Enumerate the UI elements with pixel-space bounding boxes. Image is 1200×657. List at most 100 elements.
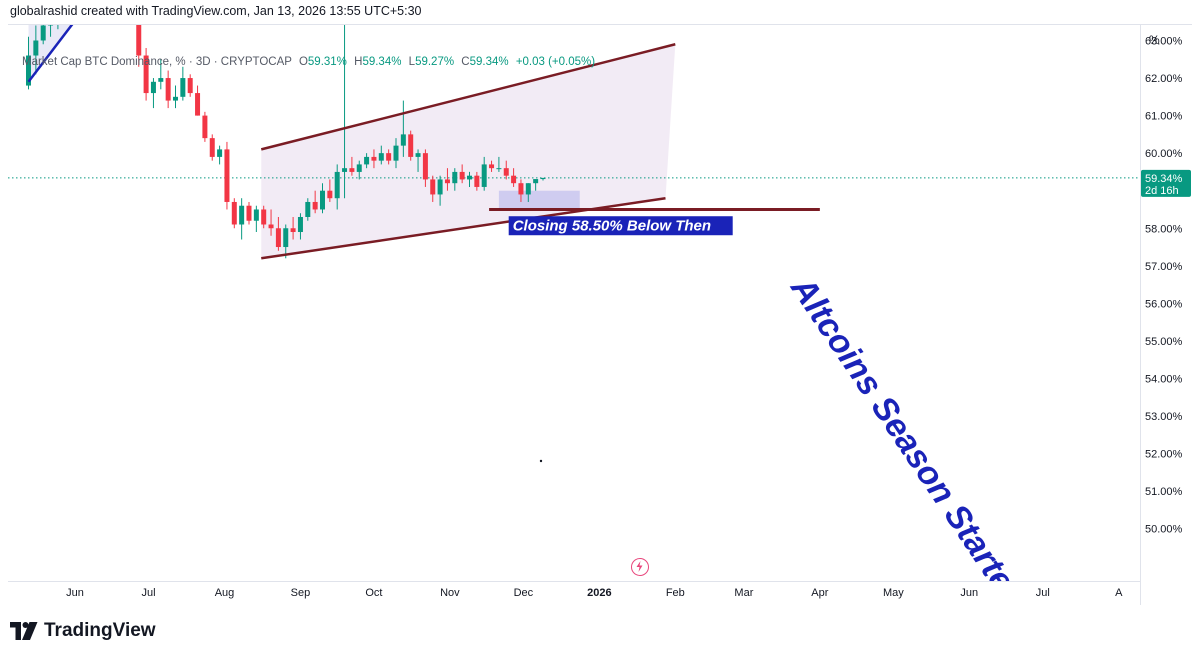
time-tick-label: Jul [1036,587,1050,599]
price-tick-label: 55.00% [1145,336,1183,348]
candle-body [481,164,487,187]
candle-body [180,78,186,97]
candle-body [408,134,414,157]
time-tick-label: Dec [514,587,534,599]
time-tick-label: Jun [66,587,84,599]
candle-body [136,25,142,56]
attribution-text: globalrashid created with TradingView.co… [10,4,422,18]
legend-high-label: H [354,56,363,68]
candle-body [503,168,509,176]
candle-body [540,177,546,180]
legend-close-label: C [461,56,470,68]
candle-body [26,55,31,86]
candle-body [430,179,436,195]
price-tick-label: 52.00% [1145,449,1183,461]
legend-exchange: CRYPTOCAP [220,56,292,68]
legend-open: 59.31% [307,56,347,68]
price-tick-label: 51.00% [1145,486,1183,498]
channel-upper-line [260,43,676,151]
stray-dot [539,459,543,463]
time-tick-label: May [883,587,904,599]
candle-body [268,224,274,229]
price-tick-label: 61.00% [1145,111,1183,123]
candle-body [393,145,399,161]
time-tick-label: 2026 [587,587,611,599]
price-tick-label: 58.00% [1145,223,1183,235]
candle-body [400,134,406,146]
chart-pane[interactable]: Closing 58.50% Below Then Altcoins Season… [8,24,1192,605]
candle-body [40,25,46,41]
candle-body [143,55,149,94]
tradingview-footer: TradingView [10,620,156,642]
countdown-value: 2d 16h [1145,185,1179,197]
price-tick-label: 50.00% [1145,524,1183,536]
box-label-background [508,216,733,236]
altcoins-season-text: Altcoins Season Started [783,269,1034,605]
candle-body [187,78,193,94]
candle-body [231,201,237,225]
candle-body [312,201,318,210]
brand-name: TradingView [44,620,156,641]
legend-interval: 3D [195,56,211,68]
candle-body [518,183,524,195]
price-chart[interactable]: Closing 58.50% Below Then Altcoins Season… [8,25,1192,605]
time-tick-label: Jul [142,587,156,599]
candle-body [422,153,428,180]
candle-body [253,209,259,221]
candle-body [444,179,450,184]
time-tick-label: Nov [440,587,460,599]
candle-body [320,190,325,210]
plot-area: Closing 58.50% Below Then Altcoins Season… [8,25,1140,605]
legend-low-label: L [408,56,416,68]
candle-body [246,205,252,221]
time-tick-label: A [1115,587,1123,599]
box-label-text: Closing 58.50% Below Then [513,218,711,235]
candle-body [459,171,465,180]
candle-body [33,40,39,56]
highlight-box [498,190,580,210]
candle-body [283,228,289,248]
candle-body [437,179,443,195]
candle-body [224,149,230,202]
legend-high: 59.34% [362,56,402,68]
candle-body [496,168,502,170]
candle-body [275,228,281,248]
legend-low: 59.27% [415,56,455,68]
candle-body [217,149,223,157]
candle-body [239,205,245,225]
candle-body [364,156,370,165]
candle-body [297,216,303,233]
legend-symbol: Market Cap BTC Dominance, % [22,56,186,68]
last-price-tag [1141,169,1191,197]
price-scale-unit: % [1149,33,1160,47]
candle-body [334,171,340,199]
candle-body [349,168,355,172]
candle-body [327,190,333,199]
price-tick-label: 63.00% [1145,36,1183,48]
candle-body [195,93,201,116]
tradingview-logo-icon [10,622,38,640]
price-tick-label: 54.00% [1145,373,1183,385]
time-tick-label: Sep [291,587,311,599]
candle-body [415,153,421,157]
last-price-value: 59.34% [1145,173,1183,185]
candle-body [356,164,362,172]
candle-body [474,175,480,187]
price-tick-label: 60.00% [1145,148,1183,160]
lightning-icon[interactable] [631,558,649,576]
time-tick-label: Mar [734,587,753,599]
candle-body [386,153,392,161]
early-channel-line [27,25,74,83]
price-tick-label: 57.00% [1145,261,1183,273]
candle-body [261,209,267,225]
symbol-legend: Market Cap BTC Dominance, % · 3D · CRYPT… [22,56,596,68]
legend-change: +0.03 (+0.05%) [515,56,596,68]
candle-body [342,168,348,172]
candle-body [158,78,164,82]
time-tick-label: Apr [811,587,828,599]
candle-body [378,153,384,161]
candle-body [165,78,171,101]
time-tick-label: Feb [666,587,685,599]
time-tick-label: Oct [365,587,382,599]
candle-body [202,115,208,139]
